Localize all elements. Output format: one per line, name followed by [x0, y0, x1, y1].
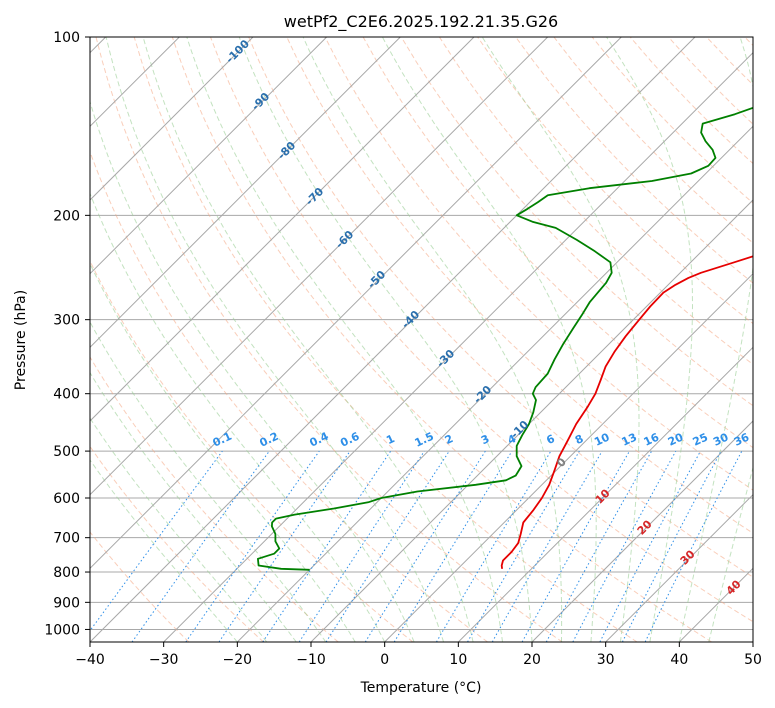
moist-adiabat	[90, 417, 268, 642]
moist-adiabat	[90, 321, 327, 642]
temperature-profile	[500, 255, 753, 569]
mixing-ratio-line	[262, 450, 392, 642]
isotherm	[531, 420, 753, 642]
y-tick-label: 200	[53, 208, 80, 224]
isotherm	[90, 37, 622, 570]
y-tick-label: 900	[53, 595, 80, 611]
x-tick-label: −30	[149, 652, 179, 668]
mixing-ratio-label: 30	[711, 430, 731, 448]
y-tick-label: 1000	[44, 622, 80, 638]
moist-adiabat	[90, 459, 238, 642]
isotherm	[605, 493, 753, 642]
isotherm	[310, 199, 753, 642]
dry-adiabat	[438, 37, 753, 366]
x-tick-label: 20	[523, 652, 541, 668]
dry-adiabat	[324, 37, 753, 491]
isotherm	[163, 51, 753, 642]
mixing-ratio-line	[393, 450, 513, 642]
dry-adiabat	[90, 150, 488, 642]
mixing-ratio-label: 10	[592, 430, 612, 448]
y-tick-label: 700	[53, 531, 80, 547]
mixing-ratio-label: 16	[642, 430, 662, 448]
mixing-ratio-label: 20	[666, 430, 686, 448]
mixing-ratio-line	[218, 450, 351, 642]
y-tick-label: 100	[53, 30, 80, 46]
mixing-ratio-line	[185, 450, 320, 642]
background-lines	[90, 37, 753, 642]
y-tick-label: 500	[53, 444, 80, 460]
dry-adiabat	[90, 445, 264, 642]
moist-adiabat	[481, 37, 640, 642]
mixing-ratio-line	[644, 450, 743, 642]
x-tick-label: 0	[380, 652, 389, 668]
mixing-ratio-line	[545, 450, 653, 642]
x-tick-label: −40	[75, 652, 105, 668]
isotherm	[236, 125, 753, 642]
mixing-ratio-line	[90, 450, 223, 632]
moist-adiabat	[105, 37, 445, 642]
y-axis-label: Pressure (hPa)	[13, 290, 29, 390]
mixing-ratio-line	[521, 450, 630, 642]
moist-adiabat	[381, 37, 597, 642]
isotherm	[90, 37, 254, 201]
dry-adiabat	[400, 37, 753, 407]
dry-adiabat	[90, 531, 190, 642]
y-tick-label: 300	[53, 313, 80, 329]
x-tick-label: −20	[223, 652, 253, 668]
isotherm	[90, 37, 696, 642]
dry-adiabat	[248, 37, 753, 578]
moist-adiabat	[90, 262, 356, 642]
y-tick-label: 400	[53, 387, 80, 403]
mixing-ratio-label: 36	[732, 430, 752, 448]
moist-adiabat	[302, 37, 563, 642]
dry-adiabat	[171, 37, 712, 642]
dewpoint-profile	[257, 106, 753, 571]
dry-adiabat	[90, 356, 339, 642]
x-tick-label: 10	[449, 652, 467, 668]
x-tick-label: −10	[296, 652, 326, 668]
isotherm	[384, 272, 753, 642]
moist-adiabat	[606, 37, 693, 642]
mixing-ratio-line	[131, 450, 270, 642]
isotherm	[90, 37, 475, 422]
mixing-ratio-label: 25	[691, 431, 710, 449]
moist-adiabat	[90, 192, 386, 642]
mixing-ratio-line	[298, 450, 425, 642]
isotherm	[90, 37, 328, 275]
dry-adiabat	[95, 37, 563, 642]
x-tick-label: 40	[670, 652, 688, 668]
mixing-ratio-label: 13	[620, 431, 639, 449]
profile-lines	[257, 106, 753, 571]
moist-adiabat	[708, 465, 753, 642]
isotherm	[90, 37, 549, 496]
chart-title: wetPf2_C2E6.2025.192.21.35.G26	[284, 12, 558, 32]
isotherm	[457, 346, 753, 642]
mixing-ratio-line	[325, 450, 450, 642]
plot-frame	[89, 36, 754, 643]
moist-adiabat	[142, 37, 474, 642]
moist-adiabat	[238, 37, 533, 642]
x-tick-label: 30	[597, 652, 615, 668]
mixing-ratio-line	[572, 450, 677, 642]
dry-adiabat	[133, 37, 638, 642]
y-tick-label: 800	[53, 565, 80, 581]
y-axis: 100 200 300 400 500 600 700 800 900 1000	[44, 30, 90, 638]
x-axis: −40 −30 −20 −10 0 10 20 30 40 50	[75, 642, 762, 668]
moist-adiabat	[678, 37, 753, 642]
isotherm	[90, 37, 401, 349]
y-tick-label: 600	[53, 491, 80, 507]
dry-adiabat	[210, 37, 753, 623]
dry-adiabat	[515, 37, 753, 284]
x-axis-label: Temperature (°C)	[360, 680, 482, 696]
x-tick-label: 50	[744, 652, 762, 668]
